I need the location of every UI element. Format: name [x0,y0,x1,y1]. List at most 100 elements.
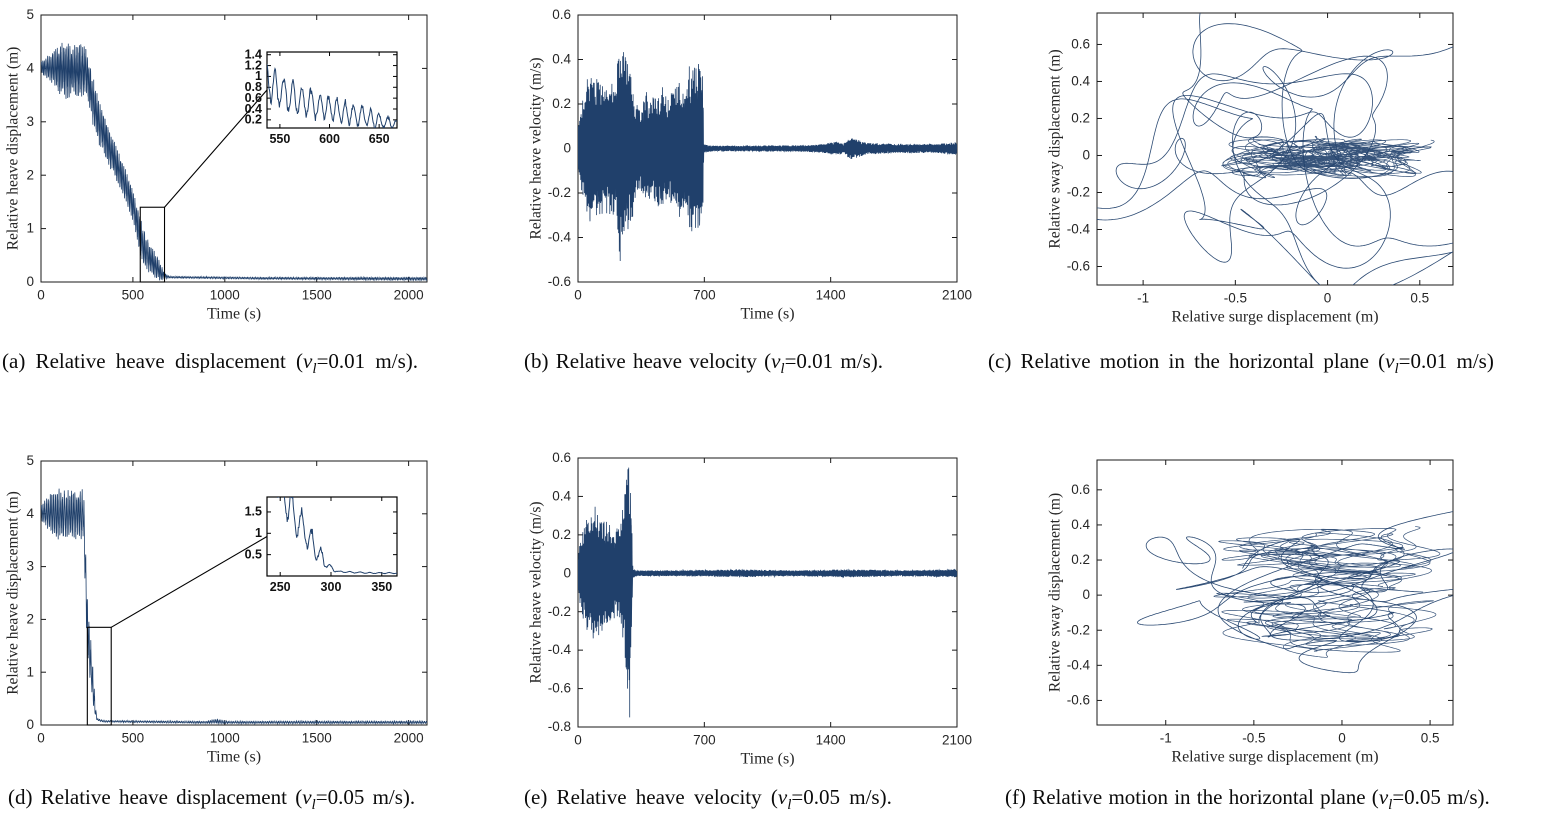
chart-c-canvas: -1 -0.5 0 0.5 -0.6 -0.4 -0.2 0 0.2 0.4 0.6 Relative… [1047,12,1454,325]
y-tick-label: -0.6 [1067,259,1090,274]
inset-y-tick-label: 1.5 [245,505,262,519]
y-tick-label: 2 [26,167,34,182]
y-tick-label: -0.2 [1067,622,1090,637]
y-axis-label: Relative heave displacement (m) [5,47,22,251]
inset-x-tick-label: 600 [319,132,340,146]
y-tick-label: 4 [26,60,34,75]
x-tick-label: 500 [122,731,145,746]
caption-e-text: (e) Relative heave velocity ( [524,785,778,809]
caption-f-var: v [1378,785,1389,809]
y-axis-label: Relative heave displacement (m) [5,491,22,695]
series-e [578,467,957,718]
inset-y-tick-label: 1 [255,69,262,83]
caption-b-sub: l [780,361,785,378]
y-tick-label: 0.6 [1071,37,1090,52]
y-tick-label: 3 [26,114,34,129]
inset-x-tick-label: 300 [321,580,342,594]
axes-box-e [577,457,958,728]
subplot-d-heave-displacement: 0 500 1000 1500 2000 0 1 2 3 4 5 Time (s) Relative h… [0,440,470,774]
x-tick-label: 700 [693,288,716,303]
caption-e-var: v [777,785,788,809]
caption-a-sub: l [312,361,317,378]
y-tick-label: 0.2 [1071,552,1090,567]
inset-y-tick-label: 1.2 [245,58,262,72]
caption-b-tail: =0.01 m/s). [784,349,884,373]
x-tick-label: 500 [122,288,145,303]
x-tick-label: -0.5 [1242,731,1265,746]
x-tick-label: -1 [1160,731,1172,746]
y-tick-label: 0.6 [552,7,571,22]
y-tick-label: 0.6 [552,450,571,465]
caption-d-text: (d) Relative heave displacement ( [8,785,303,809]
axes-a: 0 500 1000 1500 2000 0 1 2 3 4 5 Time (s) Relative h… [5,7,428,322]
y-tick-label: -0.6 [1067,692,1090,707]
inset-y-tick-label: 0.5 [245,547,262,561]
inset-x-tick-label: 250 [270,580,291,594]
subplot-b-heave-velocity: 0 700 1400 2100 -0.6 -0.4 -0.2 0 0.2 0.4 0.6 Time (… [520,0,1000,334]
x-tick-label: -0.5 [1224,291,1247,306]
x-tick-label: 1000 [210,731,240,746]
caption-b-text: (b) Relative heave velocity ( [524,349,772,373]
x-tick-label: 2000 [394,288,424,303]
y-tick-label: -0.4 [1067,222,1091,237]
axes-d: 0 500 1000 1500 2000 0 1 2 3 4 5 Time (s) Relative h… [5,453,428,765]
y-tick-label: 4 [26,506,34,521]
axes-e: 0 700 1400 2100 -0.8 -0.6 -0.4 -0.2 0 0.2 0.4 0.6 Ti… [528,450,972,767]
y-tick-label: -0.8 [548,719,571,734]
axes-box-c [1096,12,1454,286]
inset-y-tick-label: 1.4 [245,48,262,62]
y-tick-label: -0.2 [548,185,571,200]
y-tick-label: 0 [1082,148,1090,163]
x-tick-label: 2100 [942,733,972,748]
x-axis-label: Relative surge displacement (m) [1171,748,1378,765]
chart-a-canvas: 0 500 1000 1500 2000 0 1 2 3 4 5 Time (s) Relative h… [5,7,428,322]
subplot-a-heave-displacement: 0 500 1000 1500 2000 0 1 2 3 4 5 Time (s) Relative h… [0,0,470,334]
y-tick-label: -0.2 [548,604,571,619]
zoom-region-rect [86,626,112,726]
caption-f-sub: l [1388,797,1393,814]
caption-b: (b) Relative heave velocity (vl=0.01 m/s… [524,349,883,378]
y-tick-label: 5 [26,7,34,22]
y-tick-label: 0.6 [1071,482,1090,497]
inset-signal-trace [277,497,397,575]
inset-y-tick-label: 1 [255,526,262,540]
caption-d-tail: =0.05 m/s). [315,785,416,809]
caption-c: (c) Relative motion in the horizontal pl… [988,349,1552,378]
x-tick-label: 1500 [302,288,332,303]
x-tick-label: 0 [1338,731,1346,746]
y-tick-label: -0.4 [1067,657,1091,672]
y-axis-label: Relative sway displacement (m) [1047,493,1064,692]
series-b [578,52,957,262]
x-tick-label: 0.5 [1410,291,1429,306]
axes-box-d [40,460,428,726]
caption-b-var: v [771,349,781,373]
signal-trace [578,52,957,262]
inset-axes-d: 250 300 350 0.5 1 1.5 [245,496,398,594]
y-tick-label: 2 [26,611,34,626]
trajectory-core [1221,135,1435,179]
x-axis-label: Time (s) [207,305,261,322]
y-tick-label: 1 [26,221,34,236]
zoom-connector-line [164,89,268,208]
caption-a: (a) Relative heave displacement (vl=0.01… [2,349,418,378]
subplot-f-horizontal-motion: -1 -0.5 0 0.5 -0.6 -0.4 -0.2 0 0.2 0.4 0.6 Relative… [1040,440,1552,774]
caption-a-text: (a) Relative heave displacement ( [2,349,304,373]
caption-c-text: (c) Relative motion in the horizontal pl… [988,349,1386,373]
caption-d: (d) Relative heave displacement (vl=0.05… [8,785,415,814]
caption-f: (f) Relative motion in the horizontal pl… [1005,785,1490,814]
trajectory-outer [1137,511,1453,674]
caption-e-sub: l [787,797,792,814]
x-tick-label: 1400 [816,288,846,303]
y-tick-label: -0.2 [1067,185,1090,200]
signal-trace [41,488,427,725]
x-tick-label: 0 [37,731,45,746]
y-tick-label: 0.2 [1071,111,1090,126]
y-tick-label: 0 [26,274,34,289]
y-tick-label: 1 [26,664,34,679]
inset-y-tick-label: 0.8 [245,80,262,94]
chart-d-canvas: 0 500 1000 1500 2000 0 1 2 3 4 5 Time (s) Relative h… [5,453,428,765]
y-tick-label: -0.6 [548,681,571,696]
x-tick-label: -1 [1137,291,1149,306]
inset-x-tick-label: 350 [371,580,392,594]
